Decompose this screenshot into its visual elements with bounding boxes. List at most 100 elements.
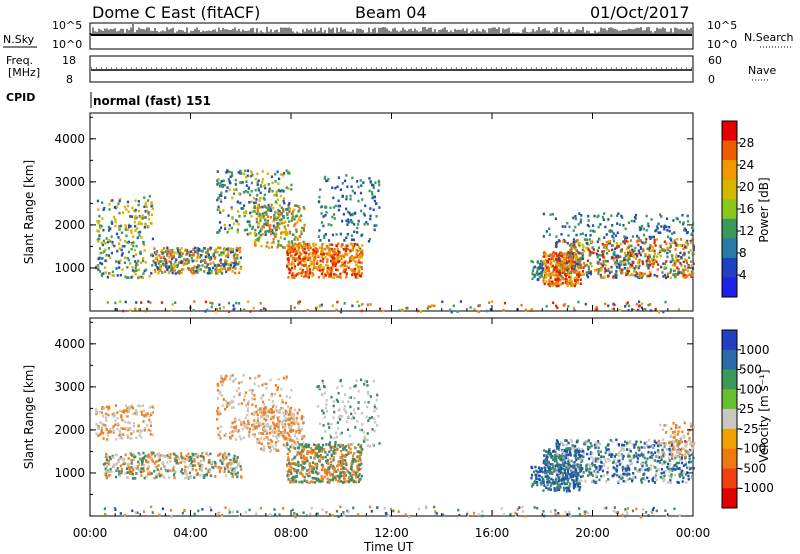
echo-cell [634,246,637,250]
echo-cell [144,216,147,219]
echo-cell [682,221,685,224]
echo-cell [159,256,163,260]
echo-cell [556,483,559,487]
echo-cell [279,433,283,437]
echo-cell [360,309,363,313]
echo-cell [551,257,554,261]
echo-cell [623,258,626,262]
echo-cell [321,246,324,250]
echo-cell [128,224,131,228]
echo-cell [158,474,162,478]
echo-cell [333,448,336,452]
echo-cell [234,263,237,267]
echo-cell [95,412,98,416]
echo-cell [683,244,686,247]
echo-cell [223,223,226,227]
echo-cell [320,468,324,472]
echo-cell [620,214,623,218]
echo-cell [360,462,363,466]
echo-cell [225,189,228,193]
echo-cell [663,227,666,231]
echo-cell [269,450,272,453]
echo-cell [312,244,315,248]
echo-cell [142,214,145,217]
echo-cell [293,422,296,426]
echo-cell [327,223,330,226]
echo-cell [113,412,116,415]
echo-cell [346,480,349,483]
echo-cell [627,309,630,312]
echo-cell [295,416,298,420]
echo-cell [204,265,207,269]
echo-cell [292,262,295,266]
echo-cell [156,473,159,477]
echo-cell [118,225,121,228]
echo-cell [311,461,315,464]
echo-cell [323,175,327,179]
echo-cell [100,411,104,415]
echo-cell [344,467,347,470]
echo-cell [107,413,110,417]
echo-cell [184,476,187,480]
echo-cell [289,435,292,439]
echo-cell [201,264,204,267]
echo-cell [154,251,158,255]
echo-cell [611,224,614,227]
echo-cell [265,382,268,386]
echo-cell [575,271,578,274]
echo-cell [233,458,236,461]
echo-cell [268,425,272,429]
echo-cell [267,182,270,186]
echo-cell [271,189,274,193]
echo-cell [220,377,223,380]
echo-cell [283,246,286,250]
echo-cell [357,270,360,274]
echo-cell [663,267,666,270]
echo-cell [193,459,196,463]
echo-cell [214,250,217,254]
echo-cell [118,470,121,473]
echo-cell [154,460,158,463]
echo-cell [115,267,118,270]
echo-cell [256,238,259,242]
echo-cell [643,241,646,245]
power-data [95,169,695,314]
echo-cell [196,270,199,274]
echo-cell [426,307,429,310]
echo-cell [175,461,178,465]
echo-cell [269,417,273,421]
echo-cell [659,215,663,218]
echo-cell [652,265,655,268]
echo-cell [567,260,570,263]
echo-cell [579,282,582,286]
echo-cell [322,257,325,261]
echo-cell [363,383,366,386]
echo-cell [330,422,333,426]
echo-cell [286,470,289,473]
echo-cell [190,257,193,260]
echo-cell [325,461,329,465]
echo-cell [121,437,124,440]
echo-cell [257,408,260,412]
echo-cell [636,272,639,275]
nsearch-tick-top: 10^5 [707,19,737,32]
echo-cell [198,467,201,471]
echo-cell [136,263,139,267]
echo-cell [569,453,572,457]
echo-cell [251,392,254,395]
echo-cell [615,241,618,245]
echo-cell [663,240,666,244]
echo-cell [219,226,223,230]
echo-cell [334,444,337,448]
echo-cell [224,399,228,403]
echo-cell [656,268,659,271]
echo-cell [648,255,651,259]
echo-cell [343,270,347,274]
echo-cell [249,193,252,197]
echo-cell [357,468,361,471]
echo-cell [555,459,558,463]
echo-cell [314,252,317,255]
echo-cell [367,240,371,243]
echo-cell [355,253,358,256]
echo-cell [256,183,259,187]
